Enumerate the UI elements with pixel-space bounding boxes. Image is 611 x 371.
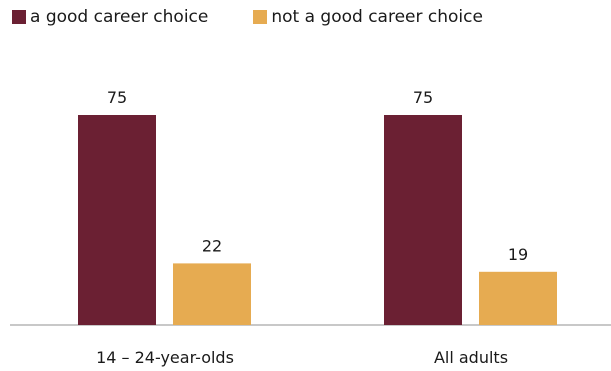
legend-swatch-series-1 <box>253 10 268 24</box>
category-label-0: 14 – 24-year-olds <box>96 348 234 367</box>
legend-label-series-0: a good career choice <box>30 7 209 27</box>
data-label-series-0-cat-1: 75 <box>413 88 433 107</box>
legend: a good career choice not a good career c… <box>12 7 528 27</box>
bar-series-0-cat-1 <box>384 115 462 325</box>
legend-item-series-0: a good career choice <box>12 7 208 27</box>
data-label-series-1-cat-1: 19 <box>508 245 528 264</box>
legend-item-series-1: not a good career choice <box>253 7 483 27</box>
bar-series-0-cat-0 <box>78 115 156 325</box>
data-label-series-0-cat-0: 75 <box>107 88 127 107</box>
bar-series-1-cat-0 <box>173 263 251 325</box>
legend-label-series-1: not a good career choice <box>271 7 483 27</box>
legend-swatch-series-0 <box>12 10 26 24</box>
category-label-1: All adults <box>434 348 508 367</box>
bar-series-1-cat-1 <box>479 271 557 325</box>
data-label-series-1-cat-0: 22 <box>202 236 222 255</box>
